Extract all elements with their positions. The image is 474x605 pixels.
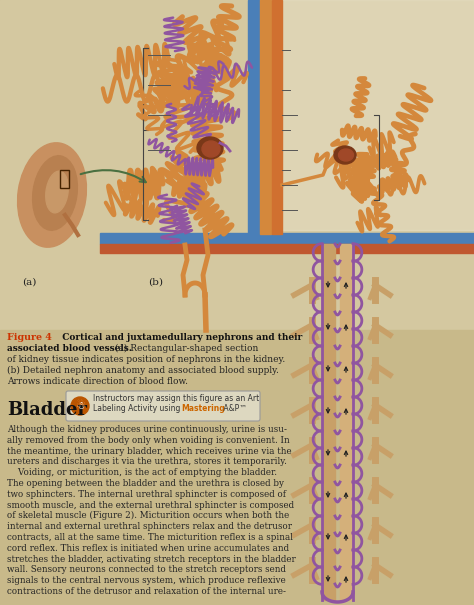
Text: The opening between the bladder and the urethra is closed by: The opening between the bladder and the … <box>7 479 284 488</box>
Text: two sphincters. The internal urethral sphincter is composed of: two sphincters. The internal urethral sp… <box>7 490 286 499</box>
Text: Cortical and juxtamedullary nephrons and their: Cortical and juxtamedullary nephrons and… <box>56 333 302 342</box>
Bar <box>340 244 353 600</box>
Ellipse shape <box>46 171 68 213</box>
Text: associated blood vessels.: associated blood vessels. <box>7 344 132 353</box>
Text: Arrows indicate direction of blood flow.: Arrows indicate direction of blood flow. <box>7 377 188 386</box>
Ellipse shape <box>334 146 356 164</box>
Text: stretches the bladder, activating stretch receptors in the bladder: stretches the bladder, activating stretc… <box>7 555 296 564</box>
FancyBboxPatch shape <box>66 391 260 421</box>
Ellipse shape <box>33 155 77 231</box>
Bar <box>100 233 474 244</box>
Text: Mastering: Mastering <box>181 404 225 413</box>
Ellipse shape <box>18 143 86 247</box>
Text: Although the kidney produces urine continuously, urine is usu-: Although the kidney produces urine conti… <box>7 425 287 434</box>
Text: A&P™: A&P™ <box>221 404 247 413</box>
Text: Figure 4: Figure 4 <box>7 333 52 342</box>
Bar <box>60 170 69 188</box>
Text: smooth muscle, and the external urethral sphincter is composed: smooth muscle, and the external urethral… <box>7 500 294 509</box>
Ellipse shape <box>197 137 223 159</box>
Text: ureters and discharges it via the urethra, stores it temporarily.: ureters and discharges it via the urethr… <box>7 457 287 466</box>
Text: (b): (b) <box>148 278 163 287</box>
Text: signals to the central nervous system, which produce reflexive: signals to the central nervous system, w… <box>7 576 286 585</box>
Bar <box>0 330 474 605</box>
Text: of skeletal muscle (Figure 2). Micturition occurs when both the: of skeletal muscle (Figure 2). Micturiti… <box>7 511 289 520</box>
Bar <box>100 244 474 253</box>
Text: of kidney tissue indicates position of nephrons in the kidney.: of kidney tissue indicates position of n… <box>7 355 285 364</box>
Text: ☃: ☃ <box>75 401 85 411</box>
Text: wall. Sensory neurons connected to the stretch receptors send: wall. Sensory neurons connected to the s… <box>7 566 286 574</box>
Ellipse shape <box>202 141 220 157</box>
Text: ally removed from the body only when voiding is convenient. In: ally removed from the body only when voi… <box>7 436 290 445</box>
Text: Bladder: Bladder <box>7 401 87 419</box>
Bar <box>260 0 474 230</box>
Text: Labeling Activity using: Labeling Activity using <box>93 404 183 413</box>
Text: internal and external urethral sphincters relax and the detrusor: internal and external urethral sphincter… <box>7 522 292 531</box>
Text: Voiding, or micturition, is the act of emptying the bladder.: Voiding, or micturition, is the act of e… <box>7 468 277 477</box>
Bar <box>0 0 474 330</box>
Ellipse shape <box>338 149 354 161</box>
Text: contracts, all at the same time. The micturition reflex is a spinal: contracts, all at the same time. The mic… <box>7 533 293 542</box>
Bar <box>248 0 259 234</box>
Bar <box>272 0 282 234</box>
Text: (a): (a) <box>22 278 36 287</box>
Text: (b) Detailed nephron anatomy and associated blood supply.: (b) Detailed nephron anatomy and associa… <box>7 366 279 375</box>
Circle shape <box>71 397 89 415</box>
Text: the meantime, the urinary bladder, which receives urine via the: the meantime, the urinary bladder, which… <box>7 446 292 456</box>
Bar <box>260 0 271 234</box>
Text: contractions of the detrusor and relaxation of the internal ure-: contractions of the detrusor and relaxat… <box>7 587 286 596</box>
Text: (a) Rectangular-shaped section: (a) Rectangular-shaped section <box>112 344 258 353</box>
Bar <box>322 244 335 600</box>
Text: cord reflex. This reflex is initiated when urine accumulates and: cord reflex. This reflex is initiated wh… <box>7 544 289 553</box>
Text: Instructors may assign this figure as an Art: Instructors may assign this figure as an… <box>93 394 259 403</box>
